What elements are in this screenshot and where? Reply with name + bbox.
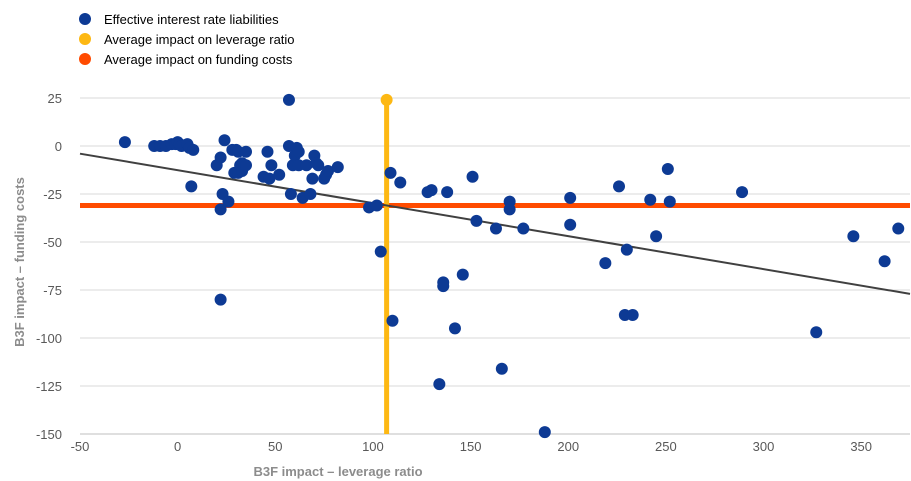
data-point: [878, 255, 891, 268]
x-tick-label: 300: [753, 439, 775, 454]
data-point: [222, 195, 235, 208]
data-point: [370, 199, 383, 212]
data-point: [263, 172, 276, 185]
data-point: [650, 230, 663, 243]
data-point: [384, 166, 397, 179]
grid: [80, 97, 910, 435]
data-point: [304, 188, 317, 200]
data-point: [564, 191, 577, 204]
data-point: [470, 214, 483, 227]
data-point: [456, 268, 469, 281]
data-point: [661, 163, 674, 176]
data-point: [322, 164, 335, 177]
y-tick-label: 0: [55, 139, 62, 154]
reference-lines: [80, 99, 910, 434]
x-tick-label: 50: [268, 439, 282, 454]
data-point: [292, 145, 305, 158]
data-point: [214, 151, 227, 164]
x-tick-label: -50: [71, 439, 90, 454]
data-point: [386, 314, 399, 327]
data-point: [489, 222, 502, 235]
legend-label: Average impact on leverage ratio: [104, 32, 295, 47]
data-point: [613, 180, 626, 193]
data-point: [214, 293, 227, 306]
data-point: [466, 170, 479, 183]
data-point: [663, 195, 676, 208]
y-tick-label: -100: [36, 331, 62, 346]
legend-marker: [79, 13, 91, 25]
ticks-layer: 250-25-50-75-100-125-150-50 0 50 100 150 200 2…: [36, 91, 872, 454]
data-point: [538, 426, 551, 439]
data-point: [448, 322, 461, 335]
data-point: [620, 243, 633, 256]
data-point: [306, 172, 319, 185]
data-point: [265, 159, 278, 172]
x-tick-label: 150: [460, 439, 482, 454]
data-point: [441, 186, 454, 199]
data-point: [282, 93, 295, 106]
x-tick-label: 0: [174, 439, 181, 454]
legend-marker: [79, 53, 91, 65]
y-tick-label: -25: [43, 187, 62, 202]
data-point: [847, 230, 860, 243]
data-point: [644, 193, 657, 206]
data-point: [187, 143, 200, 156]
data-point: [564, 218, 577, 231]
data-point: [517, 222, 530, 235]
data-point: [214, 203, 227, 216]
y-tick-label: -125: [36, 379, 62, 394]
y-axis-title: B3F impact – funding costs: [12, 177, 27, 347]
legend: Effective interest rate liabilities Avera…: [79, 12, 295, 67]
data-point: [503, 203, 516, 216]
data-point: [118, 136, 131, 149]
data-point: [599, 257, 612, 270]
data-point: [185, 180, 198, 193]
data-point: [240, 145, 252, 158]
y-tick-label: -50: [43, 235, 62, 250]
data-point: [240, 159, 252, 172]
leverage-ratio-average-marker: [380, 93, 393, 106]
data-point: [312, 159, 325, 172]
data-point: [300, 159, 313, 172]
data-point: [425, 184, 438, 197]
x-tick-label: 100: [362, 439, 384, 454]
data-point: [284, 188, 297, 200]
points-layer: [118, 93, 905, 439]
legend-label: Effective interest rate liabilities: [104, 12, 279, 27]
data-point: [394, 176, 407, 189]
x-tick-label: 200: [557, 439, 579, 454]
y-tick-label: -75: [43, 283, 62, 298]
data-point: [626, 308, 639, 321]
x-tick-label: 350: [850, 439, 872, 454]
y-tick-label: -150: [36, 427, 62, 442]
y-tick-label: 25: [48, 91, 62, 106]
data-point: [261, 145, 274, 158]
legend-marker: [79, 33, 91, 45]
data-point: [374, 245, 387, 258]
data-point: [218, 134, 231, 147]
data-point: [331, 161, 344, 174]
x-axis-title: B3F impact – leverage ratio: [253, 464, 422, 479]
data-point: [273, 168, 286, 181]
data-point: [810, 326, 823, 339]
x-tick-label: 250: [655, 439, 677, 454]
data-point: [736, 186, 749, 199]
data-point: [433, 378, 446, 391]
data-point: [437, 276, 450, 289]
legend-label: Average impact on funding costs: [104, 52, 293, 67]
data-point: [495, 362, 508, 375]
data-point: [892, 222, 905, 235]
